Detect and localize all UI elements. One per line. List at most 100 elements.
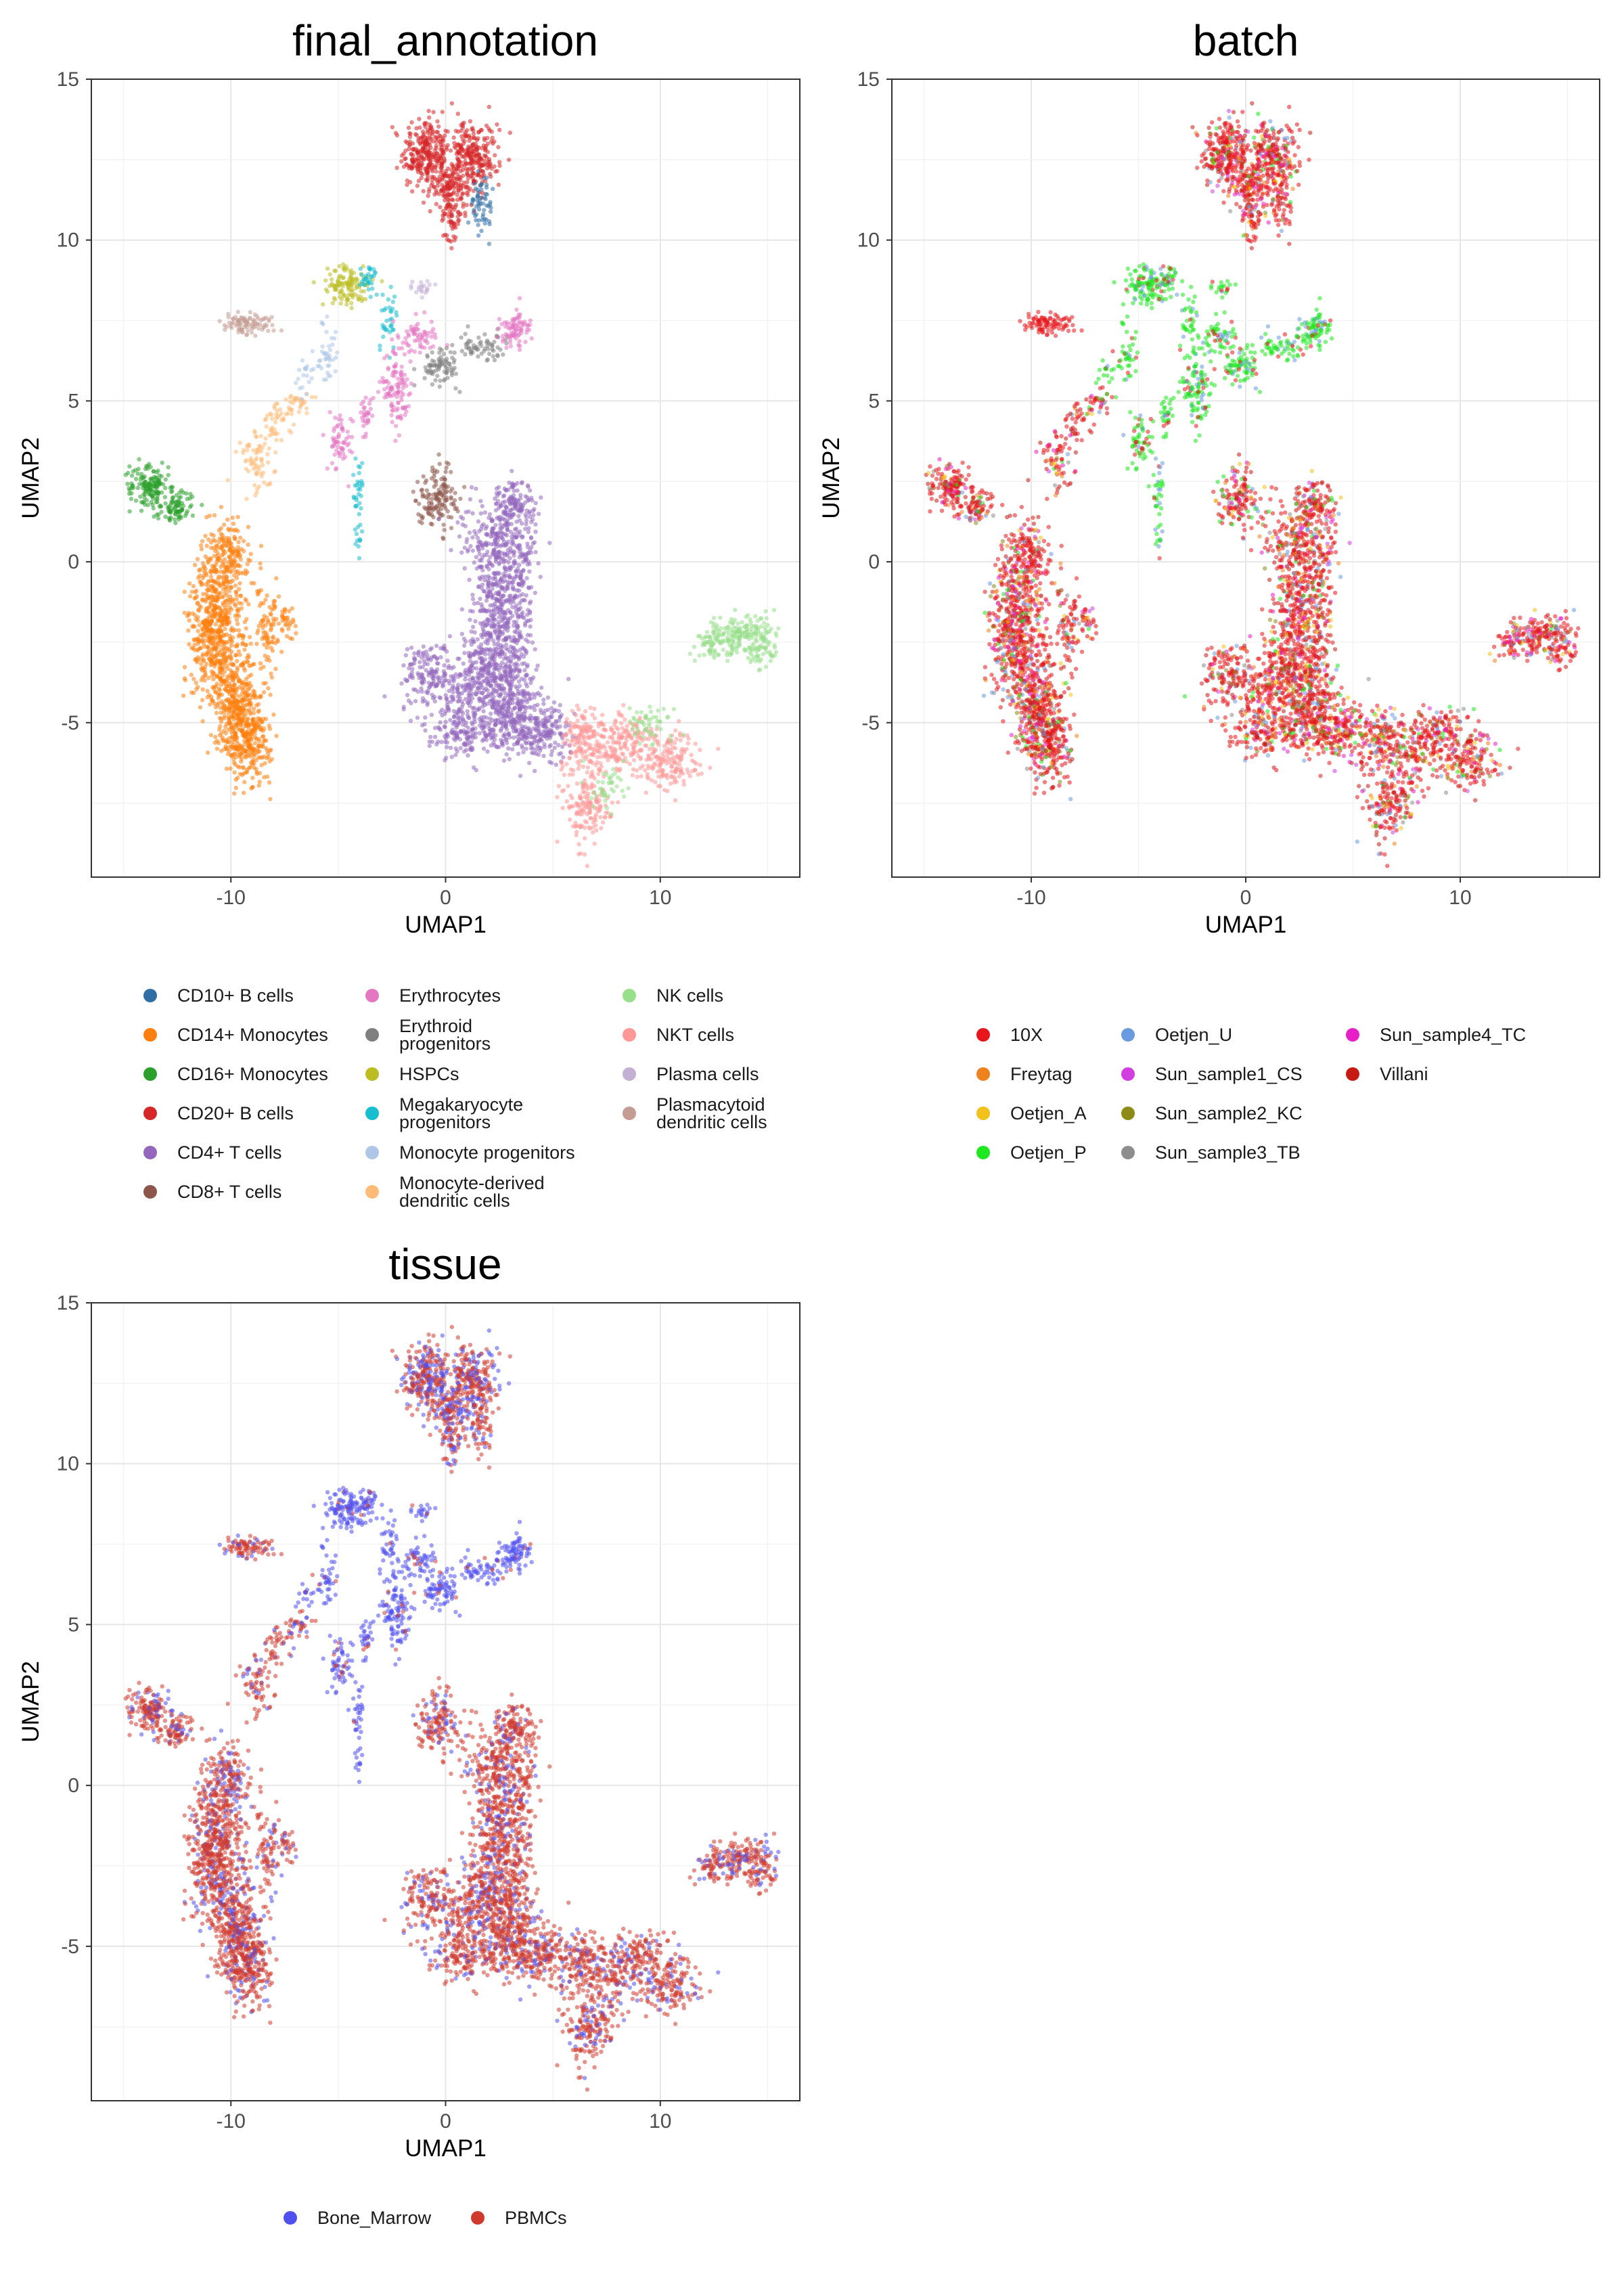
data-point [359, 272, 364, 277]
data-point [233, 554, 238, 559]
data-point [419, 280, 424, 285]
data-point [251, 719, 256, 724]
data-point [489, 542, 494, 547]
data-point [234, 617, 240, 623]
data-point [292, 397, 296, 402]
data-point [219, 634, 224, 640]
data-point [468, 351, 474, 356]
data-point [430, 350, 434, 355]
data-point [438, 204, 443, 210]
data-point [279, 615, 285, 619]
data-point [208, 732, 213, 738]
data-point [156, 516, 161, 521]
data-point [406, 334, 411, 338]
data-point [476, 600, 480, 606]
data-point [415, 479, 420, 485]
data-point [236, 716, 241, 721]
data-point [257, 780, 262, 784]
data-point [533, 522, 538, 527]
data-point [449, 101, 454, 106]
data-point [449, 470, 453, 474]
data-point [457, 218, 461, 223]
data-point [464, 133, 469, 138]
data-point [405, 329, 409, 334]
data-point [304, 363, 310, 369]
data-point [290, 606, 294, 611]
data-point [238, 594, 243, 598]
data-point [413, 132, 418, 137]
data-point [216, 740, 221, 746]
data-point [468, 617, 472, 622]
data-point [457, 389, 462, 395]
data-point [198, 657, 203, 662]
data-point [333, 330, 338, 334]
data-point [209, 694, 214, 699]
data-point [289, 393, 294, 399]
data-point [246, 525, 251, 529]
data-point [451, 665, 456, 669]
data-point [362, 405, 367, 410]
data-point [243, 703, 248, 708]
data-point [487, 647, 493, 652]
data-point [259, 457, 264, 462]
data-point [526, 328, 532, 332]
data-point [487, 652, 492, 656]
data-point [332, 452, 337, 457]
data-point [512, 669, 516, 674]
data-point [250, 776, 255, 780]
data-point [466, 693, 471, 698]
data-point [435, 183, 441, 188]
data-point [196, 575, 201, 580]
data-point [129, 496, 134, 501]
data-point [457, 534, 462, 539]
data-point [422, 338, 428, 343]
data-point [129, 491, 134, 496]
data-point [175, 499, 179, 504]
data-point [166, 465, 171, 470]
data-point [476, 335, 481, 340]
data-point [430, 169, 435, 174]
data-point [246, 328, 250, 333]
data-point [532, 507, 537, 512]
data-point [256, 725, 261, 730]
data-point [533, 590, 537, 596]
data-point [434, 139, 439, 144]
data-point [254, 751, 259, 755]
data-point [230, 598, 235, 603]
data-point [440, 218, 445, 223]
data-point [422, 493, 427, 499]
data-point [397, 433, 402, 438]
data-point [566, 677, 571, 682]
data-point [449, 373, 455, 378]
data-point [516, 581, 521, 586]
data-point [515, 686, 520, 691]
data-point [554, 762, 558, 767]
data-point [215, 673, 219, 678]
data-point [430, 496, 434, 501]
data-point [231, 521, 236, 526]
data-point [340, 284, 345, 289]
data-point [485, 670, 490, 675]
data-point [328, 409, 332, 415]
data-point [133, 476, 139, 481]
data-point [251, 707, 256, 711]
data-point [492, 357, 497, 363]
data-point [224, 766, 229, 772]
data-point [203, 623, 208, 629]
data-point [476, 585, 481, 589]
data-point [325, 266, 330, 271]
data-point [420, 520, 424, 526]
data-point [435, 130, 441, 135]
data-point [318, 358, 323, 363]
data-point [503, 670, 508, 675]
data-point [396, 400, 401, 405]
data-point [226, 315, 231, 319]
data-point [129, 473, 135, 478]
data-point [436, 362, 441, 367]
data-point [219, 719, 224, 724]
data-point [399, 153, 405, 158]
data-point [242, 790, 246, 795]
data-point [430, 382, 435, 387]
data-point [361, 277, 366, 282]
data-point [267, 317, 271, 321]
